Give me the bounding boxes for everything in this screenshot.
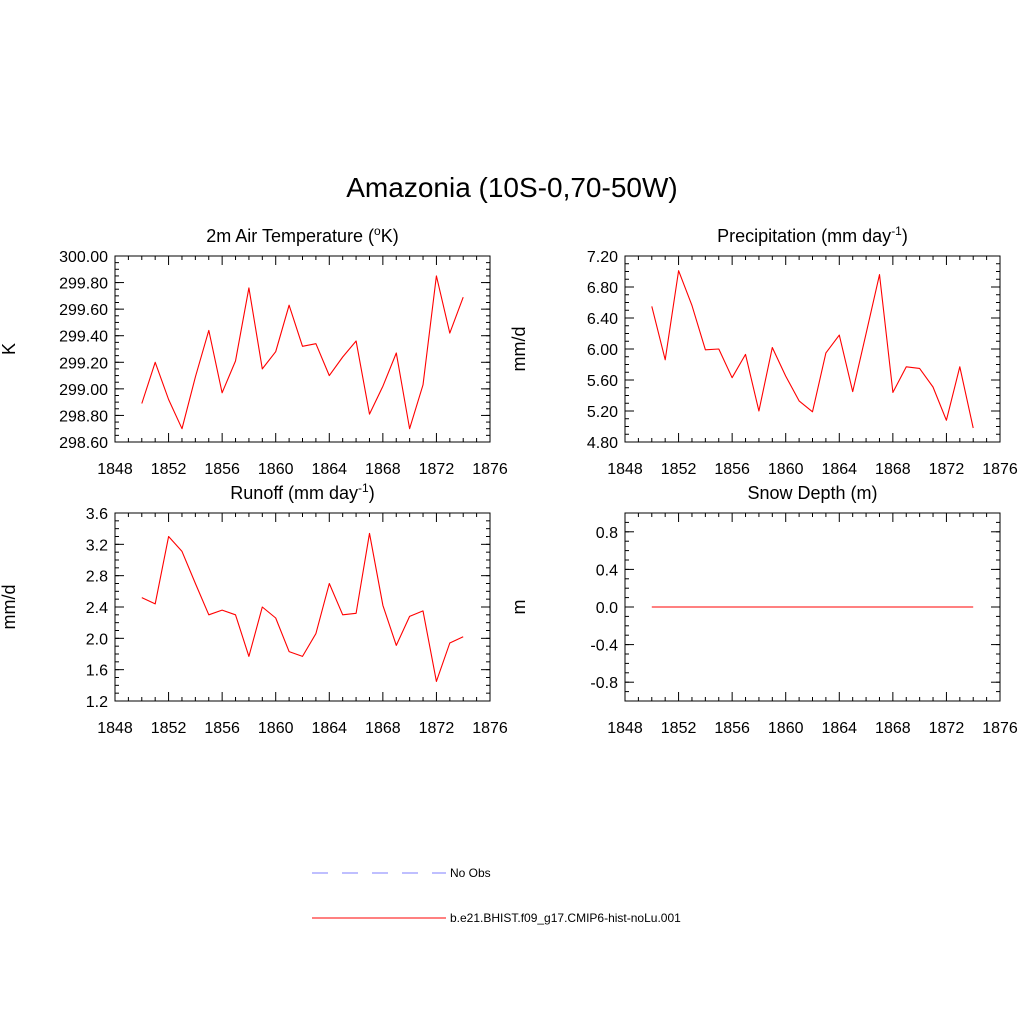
- y-tick-label: 2.0: [86, 631, 108, 648]
- x-tick-label: 1876: [982, 720, 1018, 737]
- x-tick-label: 1856: [204, 720, 240, 737]
- panels-group: 1848 1852 1856 1860 1864 1868 1872 1876 298.60 29…: [0, 224, 1018, 737]
- panel-title: Precipitation (mm day-1): [717, 224, 908, 246]
- y-tick-label: 0.8: [596, 525, 618, 542]
- title-text: ): [902, 226, 908, 246]
- title-superscript: -1: [891, 224, 902, 238]
- y-tick-label: 6.80: [587, 280, 618, 297]
- x-tick-label: 1852: [151, 720, 187, 737]
- y-tick-label: 0.4: [596, 562, 618, 579]
- x-tick-label: 1860: [258, 720, 294, 737]
- y-axis-label: mm/d: [0, 585, 19, 630]
- x-tick-label: 1852: [661, 720, 697, 737]
- x-tick-label: 1848: [97, 720, 133, 737]
- y-tick-label: 299.60: [59, 302, 108, 319]
- x-tick-label: 1876: [472, 461, 508, 478]
- y-axis-label: m: [509, 600, 529, 615]
- y-tick-label: 5.20: [587, 404, 618, 421]
- y-tick-label: 298.60: [59, 435, 108, 452]
- x-tick-label: 1872: [929, 461, 965, 478]
- panel-title: Runoff (mm day-1): [230, 481, 374, 503]
- y-tick-label: 300.00: [59, 249, 108, 266]
- x-tick-label: 1848: [607, 720, 643, 737]
- x-tick-label: 1864: [311, 461, 347, 478]
- x-tick-label: 1868: [365, 720, 401, 737]
- y-tick-label: 6.40: [587, 311, 618, 328]
- x-tick-label: 1868: [365, 461, 401, 478]
- series-line: [141, 275, 464, 430]
- y-tick-label: 299.20: [59, 355, 108, 372]
- figure-title: Amazonia (10S-0,70-50W): [346, 172, 678, 203]
- y-tick-label: 1.2: [86, 694, 108, 711]
- y-tick-label: 3.6: [86, 506, 108, 523]
- y-tick-label: 298.80: [59, 408, 108, 425]
- x-tick-label: 1876: [982, 461, 1018, 478]
- y-tick-label: -0.4: [590, 638, 618, 655]
- x-tick-label: 1856: [714, 461, 750, 478]
- y-tick-label: 2.8: [86, 569, 108, 586]
- series-line: [651, 270, 974, 429]
- y-tick-label: 299.40: [59, 329, 108, 346]
- x-tick-label: 1856: [204, 461, 240, 478]
- title-text: Precipitation (mm day: [717, 226, 891, 246]
- plot-frame: [114, 255, 491, 443]
- panel-title: Snow Depth (m): [747, 483, 877, 503]
- title-superscript: o: [374, 224, 381, 238]
- y-tick-label: -0.8: [590, 675, 618, 692]
- chart-panel-2: 1848 1852 1856 1860 1864 1868 1872 1876 1.2 1.6 2.…: [0, 481, 508, 737]
- y-tick-label: 3.2: [86, 537, 108, 554]
- title-text: K): [381, 226, 399, 246]
- y-tick-label: 1.6: [86, 663, 108, 680]
- legend-label-model: b.e21.BHIST.f09_g17.CMIP6-hist-noLu.001: [450, 911, 681, 925]
- x-tick-label: 1868: [875, 461, 911, 478]
- title-superscript: -1: [358, 481, 369, 495]
- title-text: Runoff (mm day: [230, 483, 358, 503]
- panel-title: 2m Air Temperature (oK): [206, 224, 398, 246]
- x-tick-label: 1872: [929, 720, 965, 737]
- x-tick-label: 1864: [821, 461, 857, 478]
- y-tick-label: 0.0: [596, 600, 618, 617]
- y-tick-label: 5.60: [587, 373, 618, 390]
- x-tick-label: 1864: [821, 720, 857, 737]
- title-text: 2m Air Temperature (: [206, 226, 374, 246]
- legend: No Obs b.e21.BHIST.f09_g17.CMIP6-hist-no…: [312, 866, 681, 925]
- chart-panel-0: 1848 1852 1856 1860 1864 1868 1872 1876 298.60 29…: [0, 224, 508, 478]
- x-tick-label: 1852: [151, 461, 187, 478]
- series-line: [141, 532, 464, 682]
- y-tick-label: 6.00: [587, 342, 618, 359]
- y-tick-label: 299.00: [59, 382, 108, 399]
- chart-panel-1: 1848 1852 1856 1860 1864 1868 1872 1876 4.80 5.20…: [509, 224, 1018, 478]
- x-tick-label: 1848: [607, 461, 643, 478]
- x-tick-label: 1860: [768, 720, 804, 737]
- x-tick-label: 1848: [97, 461, 133, 478]
- x-tick-label: 1860: [258, 461, 294, 478]
- x-tick-label: 1876: [472, 720, 508, 737]
- x-tick-label: 1852: [661, 461, 697, 478]
- title-text: Snow Depth (m): [747, 483, 877, 503]
- y-tick-label: 7.20: [587, 249, 618, 266]
- y-tick-label: 299.80: [59, 276, 108, 293]
- plot-frame: [114, 512, 491, 702]
- y-axis-label: K: [0, 343, 19, 355]
- legend-label-no-obs: No Obs: [450, 866, 491, 880]
- x-tick-label: 1868: [875, 720, 911, 737]
- y-axis-label: mm/d: [509, 327, 529, 372]
- x-tick-label: 1872: [419, 461, 455, 478]
- x-tick-label: 1864: [311, 720, 347, 737]
- x-tick-label: 1872: [419, 720, 455, 737]
- y-tick-label: 2.4: [86, 600, 108, 617]
- title-text: ): [369, 483, 375, 503]
- chart-panel-3: 1848 1852 1856 1860 1864 1868 1872 1876 -0.8 -0.4…: [509, 483, 1018, 737]
- x-tick-label: 1860: [768, 461, 804, 478]
- x-tick-label: 1856: [714, 720, 750, 737]
- y-tick-label: 4.80: [587, 435, 618, 452]
